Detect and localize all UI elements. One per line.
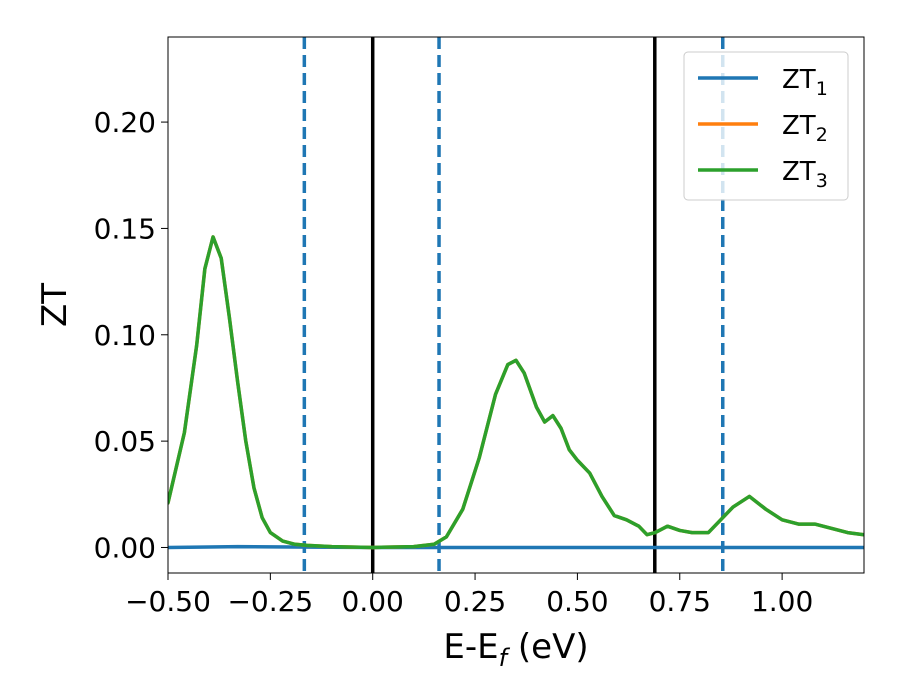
x-tick-label: 0.25 [444, 585, 506, 618]
x-tick-label: 0.75 [649, 585, 711, 618]
legend-label-zt3: ZT3 [782, 157, 828, 192]
legend-label-zt2: ZT2 [782, 111, 828, 146]
series-line-zt3 [168, 235, 864, 550]
plot-frame [167, 36, 865, 574]
y-tick-label: 0.05 [94, 425, 156, 458]
y-tick-label: 0.00 [94, 531, 156, 564]
series-lines [168, 235, 864, 550]
x-axis-label: E-Ef (eV) [443, 627, 588, 672]
y-axis-ticks: 0.00 0.05 0.10 0.15 0.20 [94, 106, 168, 564]
x-tick-label: −0.50 [125, 585, 211, 618]
x-tick-label: 0.00 [342, 585, 404, 618]
legend: ZT1 ZT2 ZT3 [683, 51, 849, 201]
x-axis-ticks: −0.50 −0.25 0.00 0.25 0.50 0.75 1.00 [125, 573, 813, 618]
y-tick-label: 0.20 [94, 106, 156, 139]
vertical-reference-lines [302, 37, 725, 573]
x-tick-label: −0.25 [227, 585, 313, 618]
x-tick-label: 0.50 [546, 585, 608, 618]
x-tick-label: 1.00 [751, 585, 813, 618]
series-line-zt1 [168, 544, 864, 550]
legend-label-zt1: ZT1 [782, 65, 828, 100]
legend-box [683, 51, 849, 201]
y-tick-label: 0.15 [94, 212, 156, 245]
y-axis-label: ZT [35, 283, 75, 327]
y-tick-label: 0.10 [94, 319, 156, 352]
